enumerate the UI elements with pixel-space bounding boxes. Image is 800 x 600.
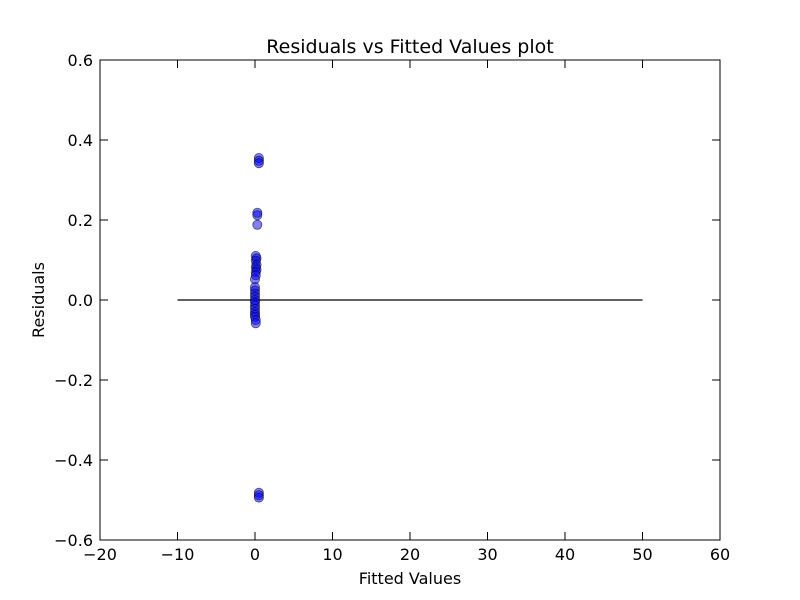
x-tick-label: −10 bbox=[161, 545, 195, 564]
chart-title: Residuals vs Fitted Values plot bbox=[266, 36, 553, 58]
y-tick-label: −0.6 bbox=[54, 531, 93, 550]
y-tick-label: 0.6 bbox=[68, 51, 93, 70]
scatter-point bbox=[252, 219, 263, 230]
x-tick-label: −20 bbox=[83, 545, 117, 564]
x-tick-label: 30 bbox=[477, 545, 497, 564]
y-tick-label: −0.4 bbox=[54, 451, 93, 470]
x-tick-label: 20 bbox=[400, 545, 420, 564]
x-tick-label: 10 bbox=[322, 545, 342, 564]
y-tick-label: 0.2 bbox=[68, 211, 93, 230]
x-tick-label: 60 bbox=[710, 545, 730, 564]
y-axis-label: Residuals bbox=[29, 262, 48, 338]
y-tick-label: 0.4 bbox=[68, 131, 93, 150]
scatter-point bbox=[250, 318, 261, 329]
plot-area: −20 −10 0 10 20 30 40 50 60 −0.6 −0.4 −0.2 0.0 0.2 0.4… bbox=[54, 51, 730, 564]
x-tick-label: 40 bbox=[555, 545, 575, 564]
scatter-point bbox=[252, 210, 263, 221]
scatter-point bbox=[253, 158, 264, 169]
x-axis-label: Fitted Values bbox=[359, 569, 461, 588]
y-tick-label: 0.0 bbox=[68, 291, 93, 310]
scatter-point bbox=[253, 492, 264, 503]
y-tick-label: −0.2 bbox=[54, 371, 93, 390]
x-tick-label: 0 bbox=[250, 545, 260, 564]
x-tick-label: 50 bbox=[632, 545, 652, 564]
